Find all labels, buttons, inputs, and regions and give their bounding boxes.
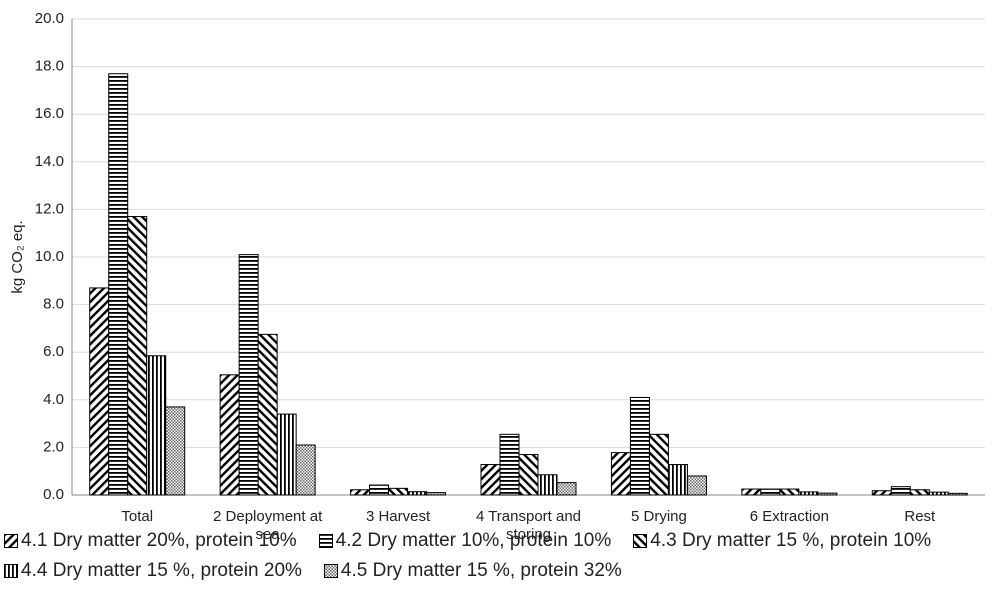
bar (350, 489, 371, 496)
bar (909, 489, 930, 496)
legend-label: 4.3 Dry matter 15 %, protein 10% (650, 530, 932, 551)
bar (146, 355, 167, 496)
y-tick-label: 18.0 (35, 58, 64, 75)
legend-swatch (4, 564, 18, 578)
legend-item: 4.1 Dry matter 20%, protein 10% (4, 530, 297, 552)
bar (426, 492, 447, 496)
y-axis-label: kg CO₂ eq. (9, 220, 26, 293)
legend-item: 4.4 Dry matter 15 %, protein 20% (4, 560, 302, 582)
bar (165, 406, 186, 496)
bar (276, 413, 297, 496)
x-tick-label: 6 Extraction (749, 508, 829, 525)
bar (499, 433, 520, 496)
bar (407, 491, 428, 496)
legend-item: 4.2 Dry matter 10%, protein 10% (318, 530, 612, 552)
bar (556, 482, 577, 496)
legend-swatch-fill (318, 534, 333, 548)
bar (890, 486, 911, 496)
bar (947, 492, 968, 496)
legend-label: 4.4 Dry matter 15 %, protein 20% (21, 560, 302, 581)
chart: kg CO₂ eq. 0.0 2.0 4.0 6.0 8.0 10.0 12.0 14.0 16… (9, 10, 985, 503)
y-tick-label: 20.0 (35, 10, 64, 27)
x-tick-label: Rest (904, 508, 936, 525)
bar (928, 491, 949, 496)
legend-item: 4.3 Dry matter 15 %, protein 10% (633, 530, 931, 552)
bar (779, 488, 800, 496)
bar (238, 254, 259, 496)
legend-swatch-fill (633, 534, 648, 548)
y-tick-label: 8.0 (43, 296, 64, 313)
legend-label: 4.2 Dry matter 10%, protein 10% (335, 530, 612, 551)
bar (741, 488, 762, 496)
legend-label: 4.1 Dry matter 20%, protein 10% (21, 530, 297, 551)
legend-swatch (633, 534, 648, 548)
legend-swatch-fill (323, 564, 338, 578)
x-tick-label: 3 Harvest (365, 508, 431, 525)
bar (108, 73, 129, 496)
legend-swatch (4, 534, 18, 548)
y-tick-label: 16.0 (35, 105, 64, 122)
y-tick-label: 4.0 (43, 391, 64, 408)
bar (480, 464, 501, 496)
y-tick-label: 0.0 (43, 486, 64, 503)
y-tick-label: 6.0 (43, 343, 64, 360)
bar (219, 374, 240, 496)
x-tick-label: 4 Transport and storing (475, 508, 582, 543)
legend-swatch-fill (4, 534, 18, 548)
y-tick-label: 10.0 (35, 248, 64, 265)
bar (518, 454, 539, 496)
bar (667, 464, 688, 496)
y-tick-label: 14.0 (35, 153, 64, 170)
bar (388, 487, 409, 496)
bar (610, 452, 631, 496)
bar (537, 474, 558, 496)
legend-swatch-fill (4, 564, 18, 578)
bar (369, 484, 390, 496)
bar (686, 475, 707, 496)
legend-swatch (318, 534, 333, 548)
x-tick-label: 2 Deployment at sea (213, 508, 323, 543)
bar (127, 216, 148, 496)
legend-swatch (323, 564, 338, 578)
legend: 4.1 Dry matter 20%, protein 10% 4.2 Dry m… (4, 530, 989, 582)
y-tick-label: 12.0 (35, 200, 64, 217)
legend-label: 4.5 Dry matter 15 %, protein 32% (340, 560, 622, 581)
bar (257, 333, 278, 496)
bar (798, 491, 819, 496)
bar (295, 444, 316, 496)
bar (629, 396, 650, 496)
x-tick-label: Total (121, 508, 154, 525)
bar (648, 433, 669, 496)
bar (871, 490, 892, 496)
x-tick-label: 5 Drying (630, 508, 687, 525)
y-tick-label: 2.0 (43, 438, 64, 455)
bar (760, 488, 781, 496)
bar (89, 287, 110, 496)
legend-item: 4.5 Dry matter 15 %, protein 32% (323, 560, 622, 582)
bar (817, 492, 838, 496)
